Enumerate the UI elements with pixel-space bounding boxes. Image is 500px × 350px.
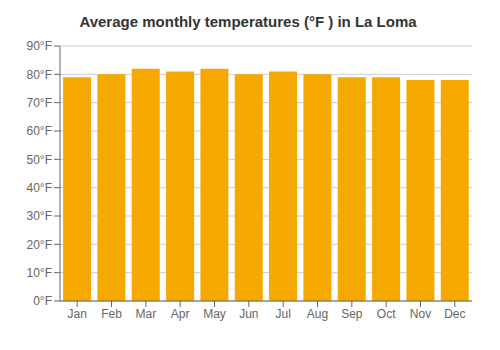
svg-text:90°F: 90°F xyxy=(27,39,52,53)
svg-text:70°F: 70°F xyxy=(27,96,52,110)
svg-text:Feb: Feb xyxy=(101,307,122,321)
svg-text:40°F: 40°F xyxy=(27,181,52,195)
svg-text:Jun: Jun xyxy=(239,307,258,321)
svg-text:Nov: Nov xyxy=(410,307,431,321)
svg-text:Apr: Apr xyxy=(171,307,190,321)
svg-text:30°F: 30°F xyxy=(27,209,52,223)
svg-text:20°F: 20°F xyxy=(27,238,52,252)
svg-text:0°F: 0°F xyxy=(33,294,52,308)
svg-text:Sep: Sep xyxy=(341,307,363,321)
svg-text:Jan: Jan xyxy=(67,307,86,321)
svg-text:80°F: 80°F xyxy=(27,68,52,82)
svg-text:Jul: Jul xyxy=(275,307,290,321)
svg-text:Aug: Aug xyxy=(307,307,328,321)
svg-text:Mar: Mar xyxy=(135,307,156,321)
svg-text:10°F: 10°F xyxy=(27,266,52,280)
svg-text:Oct: Oct xyxy=(377,307,396,321)
svg-text:Dec: Dec xyxy=(444,307,465,321)
svg-text:50°F: 50°F xyxy=(27,153,52,167)
html-text:Average monthly temperatures (: Average monthly temperatures (°F ) in La… xyxy=(79,13,417,30)
svg-text:60°F: 60°F xyxy=(27,124,52,138)
svg-text:May: May xyxy=(203,307,226,321)
